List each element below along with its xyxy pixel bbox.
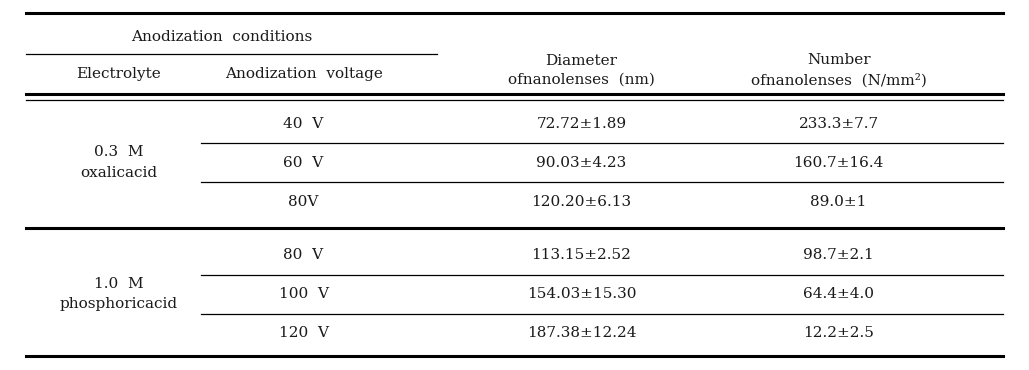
Text: 40  V: 40 V bbox=[283, 117, 324, 131]
Text: 80  V: 80 V bbox=[284, 248, 323, 262]
Text: 60  V: 60 V bbox=[283, 156, 324, 170]
Text: 233.3±7.7: 233.3±7.7 bbox=[799, 117, 879, 131]
Text: 120  V: 120 V bbox=[279, 326, 328, 340]
Text: 160.7±16.4: 160.7±16.4 bbox=[793, 156, 884, 170]
Text: Electrolyte: Electrolyte bbox=[76, 67, 161, 81]
Text: 90.03±4.23: 90.03±4.23 bbox=[536, 156, 627, 170]
Text: Diameter
ofnanolenses  (nm): Diameter ofnanolenses (nm) bbox=[508, 54, 654, 87]
Text: 187.38±12.24: 187.38±12.24 bbox=[527, 326, 636, 340]
Text: Anodization  conditions: Anodization conditions bbox=[131, 30, 312, 44]
Text: 12.2±2.5: 12.2±2.5 bbox=[804, 326, 874, 340]
Text: Anodization  voltage: Anodization voltage bbox=[224, 67, 383, 81]
Text: 64.4±4.0: 64.4±4.0 bbox=[804, 287, 874, 301]
Text: 120.20±6.13: 120.20±6.13 bbox=[531, 195, 632, 209]
Text: 89.0±1: 89.0±1 bbox=[811, 195, 866, 209]
Text: 80V: 80V bbox=[288, 195, 319, 209]
Text: 72.72±1.89: 72.72±1.89 bbox=[536, 117, 627, 131]
Text: 113.15±2.52: 113.15±2.52 bbox=[531, 248, 632, 262]
Text: 1.0  M
phosphoricacid: 1.0 M phosphoricacid bbox=[60, 277, 177, 312]
Text: Number
ofnanolenses  (N/mm²): Number ofnanolenses (N/mm²) bbox=[751, 53, 926, 87]
Text: 154.03±15.30: 154.03±15.30 bbox=[527, 287, 636, 301]
Text: 100  V: 100 V bbox=[279, 287, 328, 301]
Text: 98.7±2.1: 98.7±2.1 bbox=[804, 248, 874, 262]
Text: 0.3  M
oxalicacid: 0.3 M oxalicacid bbox=[80, 145, 156, 180]
